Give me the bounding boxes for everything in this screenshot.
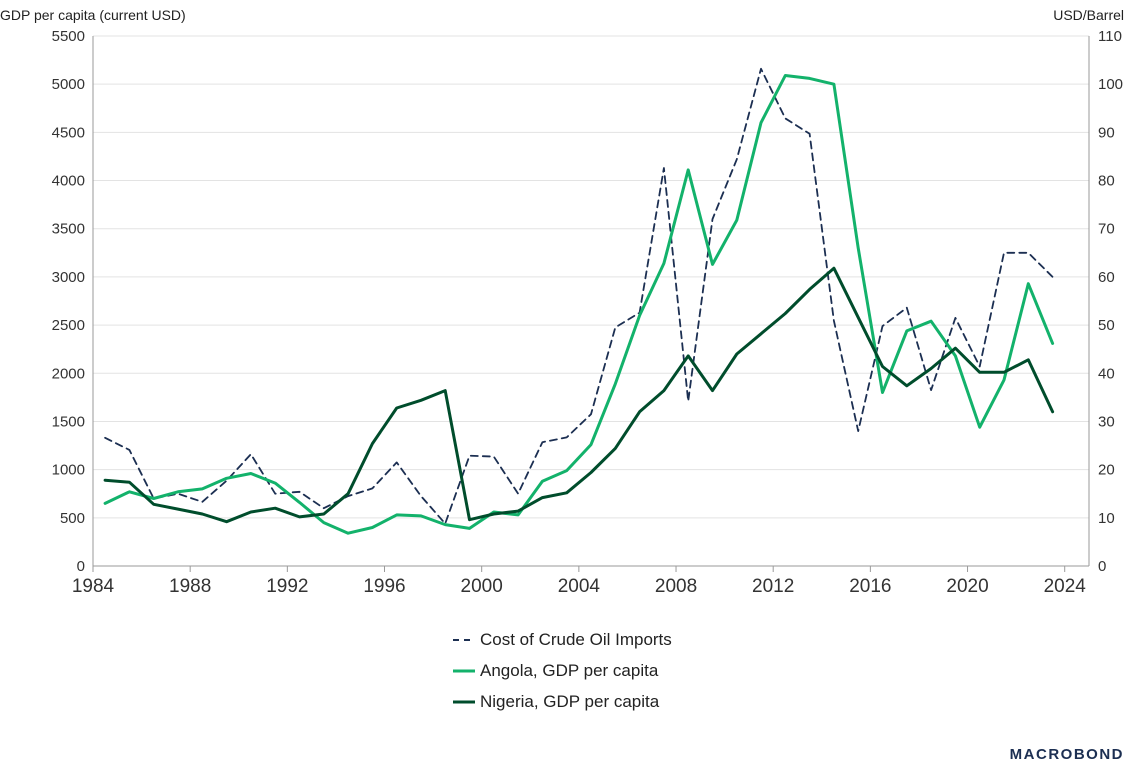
y-right-tick-label: 20 — [1098, 462, 1115, 479]
axes — [92, 36, 1090, 567]
legend-label-crude-oil: Cost of Crude Oil Imports — [480, 629, 672, 649]
y-left-tick-label: 1500 — [52, 413, 85, 430]
x-tick-label: 2008 — [655, 576, 697, 597]
legend-label-angola: Angola, GDP per capita — [480, 660, 659, 680]
y-left-tick-label: 0 — [77, 558, 85, 575]
legend-swatch-nigeria — [453, 700, 475, 703]
y-right-tick-label: 80 — [1098, 173, 1115, 190]
y-right-tick-label: 70 — [1098, 221, 1115, 238]
y-axis-left-ticks: 0 500 1000 1500 2000 2500 3000 3500 4000 4500 5000… — [52, 28, 85, 575]
x-tick-label: 2012 — [752, 576, 794, 597]
x-tick-label: 2020 — [946, 576, 988, 597]
grid-lines — [93, 35, 1089, 519]
y-right-tick-label: 50 — [1098, 317, 1115, 334]
y-right-tick-label: 30 — [1098, 413, 1115, 430]
series-lines — [103, 67, 1055, 535]
x-axis-ticks: 1984 1988 1992 1996 2000 2004 2008 2012 2016 2020… — [72, 566, 1086, 597]
legend-swatch-dashed — [453, 638, 475, 641]
legend-swatch-angola — [453, 669, 475, 672]
y-left-tick-label: 5000 — [52, 76, 85, 93]
series-line-cost-of-crude-oil-imports — [104, 67, 1054, 525]
y-left-tick-label: 4000 — [52, 173, 85, 190]
y-left-tick-label: 500 — [60, 510, 85, 527]
x-tick-label: 2004 — [558, 576, 601, 597]
legend-item-nigeria: Nigeria, GDP per capita — [452, 686, 672, 717]
y-left-tick-label: 2000 — [52, 365, 85, 382]
y-left-tick-label: 3500 — [52, 221, 85, 238]
y-right-tick-label: 90 — [1098, 124, 1115, 141]
x-tick-label: 1992 — [266, 576, 308, 597]
y-right-tick-label: 60 — [1098, 269, 1115, 286]
y-axis-left-title: GDP per capita (current USD) — [0, 7, 186, 23]
x-tick-label: 1996 — [363, 576, 405, 597]
y-right-tick-label: 40 — [1098, 365, 1115, 382]
x-tick-label: 1988 — [169, 576, 211, 597]
x-tick-label: 2016 — [849, 576, 891, 597]
x-tick-label: 2000 — [461, 576, 503, 597]
x-tick-label: 1984 — [72, 576, 115, 597]
x-tick-label: 2024 — [1044, 576, 1087, 597]
macrobond-logo: MACROBOND — [1009, 746, 1124, 763]
series-line-nigeria-gdp-per-capita — [103, 266, 1055, 524]
legend-label-nigeria: Nigeria, GDP per capita — [480, 691, 660, 711]
y-left-tick-label: 2500 — [52, 317, 85, 334]
y-right-tick-label: 10 — [1098, 510, 1115, 527]
series-line-angola-gdp-per-capita — [103, 74, 1055, 535]
y-left-tick-label: 3000 — [52, 269, 85, 286]
y-left-tick-label: 1000 — [52, 462, 85, 479]
y-right-tick-label: 0 — [1098, 558, 1106, 575]
legend-item-crude-oil: Cost of Crude Oil Imports — [452, 624, 672, 655]
y-axis-right-ticks: 0 10 20 30 40 50 60 70 80 90 100 110 — [1098, 28, 1123, 575]
y-right-tick-label: 110 — [1098, 28, 1122, 45]
y-right-tick-label: 100 — [1098, 76, 1123, 93]
y-left-tick-label: 5500 — [52, 28, 85, 45]
legend-item-angola: Angola, GDP per capita — [452, 655, 672, 686]
y-left-tick-label: 4500 — [52, 124, 85, 141]
legend: Cost of Crude Oil Imports Angola, GDP pe… — [452, 624, 672, 717]
y-axis-right-title: USD/Barrel — [1053, 7, 1124, 23]
